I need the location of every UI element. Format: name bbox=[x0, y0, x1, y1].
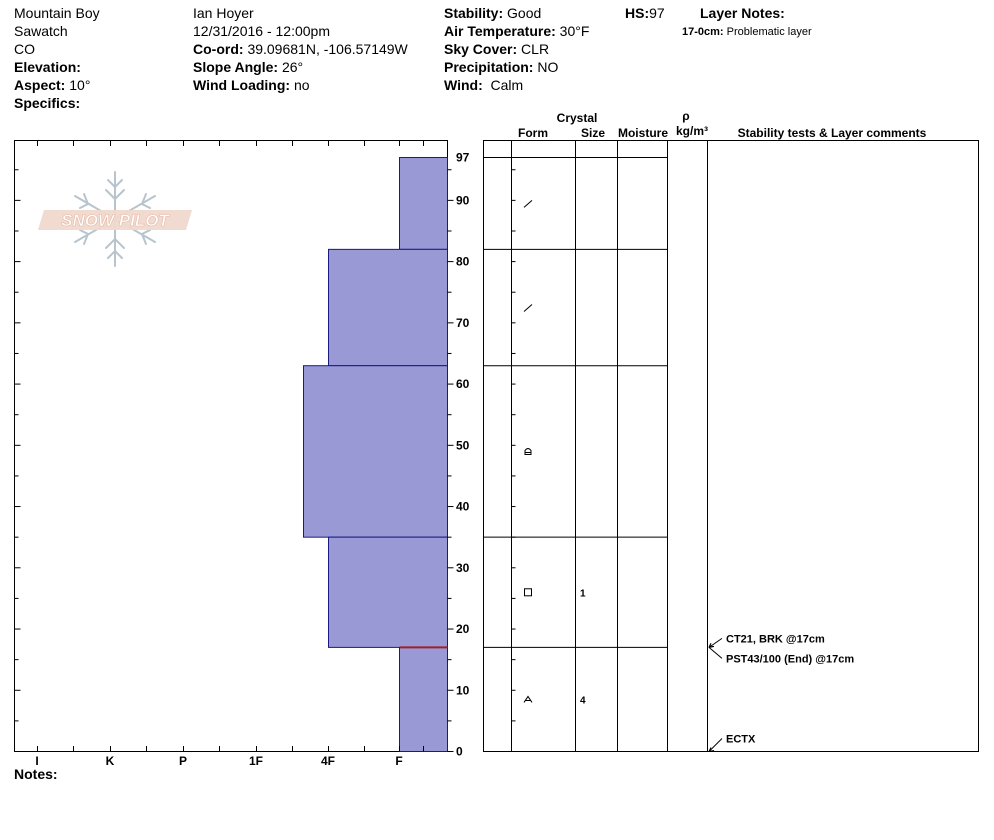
stability-value: Good bbox=[507, 5, 542, 21]
air-temp-label: Air Temperature: bbox=[444, 23, 556, 39]
col-stability: Stability tests & Layer comments bbox=[738, 126, 927, 140]
air-temp-value: 30°F bbox=[559, 23, 590, 39]
stability-test-result: CT21, BRK @17cm bbox=[726, 633, 825, 645]
stability-label: Stability: bbox=[444, 5, 504, 21]
coord-label: Co-ord: bbox=[193, 41, 244, 57]
stability-test-pointer bbox=[708, 647, 723, 659]
hardness-label: F bbox=[395, 754, 402, 768]
col-crystal: Crystal bbox=[557, 111, 598, 125]
precip-value: NO bbox=[537, 59, 559, 75]
range: Sawatch bbox=[14, 23, 68, 39]
hardness-label: P bbox=[179, 754, 187, 768]
layer-notes-title: Layer Notes: bbox=[700, 4, 785, 22]
notes: Notes: bbox=[14, 765, 58, 783]
hs-value: 97 bbox=[649, 5, 665, 21]
depth-tick-label: 0 bbox=[456, 745, 463, 759]
depth-tick-label: 90 bbox=[456, 193, 470, 207]
sky-cover: Sky Cover: CLR bbox=[444, 40, 549, 58]
state: CO bbox=[14, 41, 35, 57]
depth-tick-label: 50 bbox=[456, 438, 470, 452]
stability-test-pointer bbox=[708, 637, 723, 648]
layer-notes-label: Layer Notes: bbox=[700, 5, 785, 21]
col-size: Size bbox=[581, 126, 605, 140]
location: Mountain Boy bbox=[14, 5, 100, 21]
wind: Wind: Calm bbox=[444, 76, 523, 94]
stability: Stability: Good bbox=[444, 4, 541, 22]
col-density-unit: kg/m³ bbox=[676, 124, 708, 138]
depth-tick-label: 70 bbox=[456, 316, 470, 330]
hardness-label: K bbox=[106, 754, 115, 768]
hardness-layer-bar bbox=[399, 646, 448, 753]
hardness-label: 4F bbox=[321, 754, 335, 768]
snow-height: HS:97 bbox=[625, 4, 665, 22]
hs-label: HS: bbox=[625, 5, 650, 21]
precipitation: Precipitation: NO bbox=[444, 58, 558, 76]
logo-text: SNOW PILOT bbox=[61, 211, 170, 230]
wind-loading: Wind Loading: no bbox=[193, 76, 310, 94]
precip-label: Precipitation: bbox=[444, 59, 534, 75]
observer: Ian Hoyer bbox=[193, 5, 254, 21]
depth-tick-label: 10 bbox=[456, 683, 470, 697]
col-form: Form bbox=[518, 126, 548, 140]
specifics: Specifics: bbox=[14, 94, 80, 112]
wind-loading-value: no bbox=[293, 77, 310, 93]
rounded-grain-symbol bbox=[524, 447, 532, 455]
crystal-size-value: 1 bbox=[580, 588, 586, 599]
depth-tick-label: 97 bbox=[456, 151, 470, 165]
slope-label: Slope Angle: bbox=[193, 59, 279, 75]
stability-test-result: PST43/100 (End) @17cm bbox=[726, 653, 854, 665]
arrowhead-icon bbox=[708, 643, 715, 648]
layer-note: 17-0cm: Problematic layer bbox=[682, 23, 812, 41]
sky-label: Sky Cover: bbox=[444, 41, 518, 57]
col-moisture: Moisture bbox=[618, 126, 668, 140]
hardness-layer-bar bbox=[303, 365, 448, 538]
logo-banner bbox=[38, 210, 192, 230]
precipitation-particle-symbol bbox=[523, 200, 533, 208]
depth-tick-label: 30 bbox=[456, 561, 470, 575]
wind-value: Calm bbox=[490, 77, 524, 93]
elevation: Elevation: bbox=[14, 58, 81, 76]
precipitation-particle-symbol bbox=[523, 304, 533, 312]
crystal-size-value: 4 bbox=[580, 695, 586, 706]
wind-label: Wind: bbox=[444, 77, 483, 93]
aspect-label: Aspect: bbox=[14, 77, 66, 93]
notes-label: Notes: bbox=[14, 766, 58, 782]
depth-hoar-symbol bbox=[523, 695, 533, 703]
slope-angle: Slope Angle: 26° bbox=[193, 58, 303, 76]
aspect: Aspect: 10° bbox=[14, 76, 90, 94]
slope-value: 26° bbox=[281, 59, 304, 75]
arrowhead-icon bbox=[708, 747, 715, 752]
elevation-label: Elevation: bbox=[14, 59, 81, 75]
aspect-value: 10° bbox=[69, 77, 91, 93]
wind-loading-label: Wind Loading: bbox=[193, 77, 291, 93]
depth-tick-label: 60 bbox=[456, 377, 470, 391]
col-rho: ρ bbox=[682, 109, 689, 123]
hardness-layer-bar bbox=[399, 157, 448, 250]
hardness-layer-bar bbox=[328, 536, 448, 648]
sky-value: CLR bbox=[521, 41, 550, 57]
layer-table-frame bbox=[483, 140, 979, 752]
coord-value: 39.09681N, -106.57149W bbox=[247, 41, 408, 57]
depth-tick-label: 40 bbox=[456, 500, 470, 514]
depth-tick-label: 80 bbox=[456, 255, 470, 269]
coordinates: Co-ord: 39.09681N, -106.57149W bbox=[193, 40, 408, 58]
layer-note-depth: 17-0cm: bbox=[682, 26, 724, 38]
air-temperature: Air Temperature: 30°F bbox=[444, 22, 589, 40]
specifics-label: Specifics: bbox=[14, 95, 81, 111]
hardness-label: 1F bbox=[249, 754, 263, 768]
datetime: 12/31/2016 - 12:00pm bbox=[193, 23, 330, 39]
layer-note-text: Problematic layer bbox=[726, 26, 812, 38]
hardness-label: I bbox=[35, 754, 38, 768]
snowpilot-logo: SNOW PILOT bbox=[38, 171, 192, 267]
stability-test-pointer bbox=[708, 738, 723, 752]
stability-test-result: ECTX bbox=[726, 734, 756, 746]
depth-tick-label: 20 bbox=[456, 622, 470, 636]
faceted-crystal-symbol bbox=[524, 588, 532, 597]
hardness-layer-bar bbox=[328, 248, 448, 367]
